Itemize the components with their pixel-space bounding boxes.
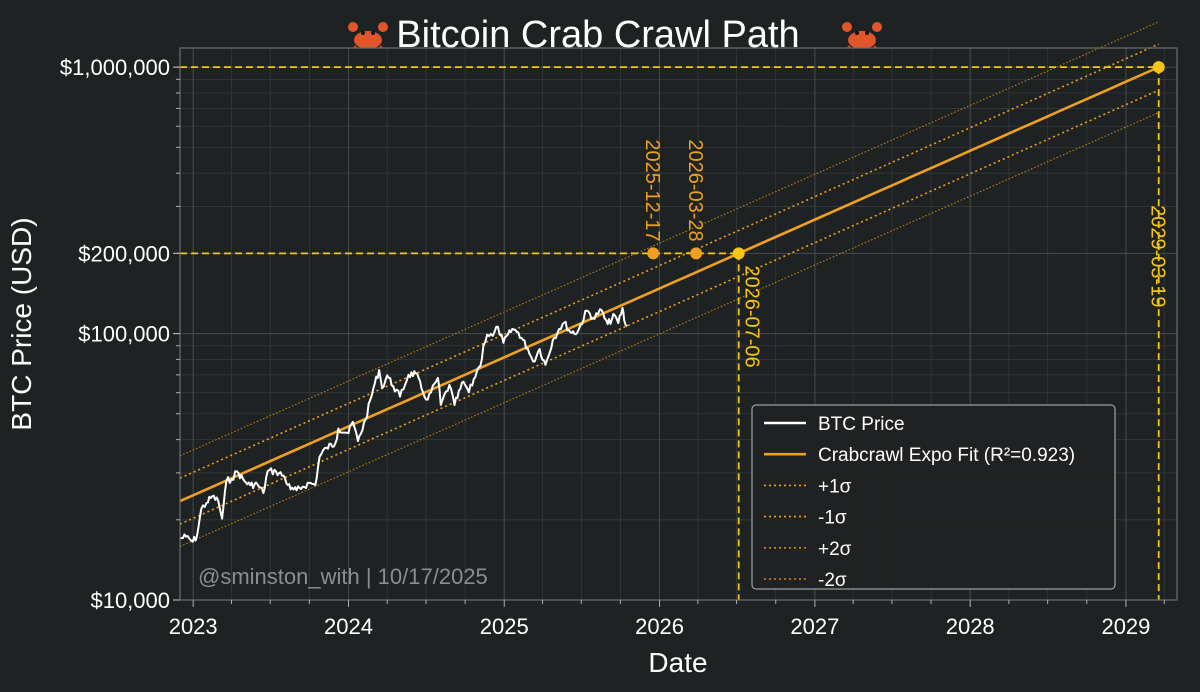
- marker-point: [1152, 61, 1165, 74]
- legend-label: +1σ: [818, 476, 852, 497]
- y-tick-label: $200,000: [78, 241, 170, 266]
- x-tick-label: 2025: [480, 614, 529, 639]
- legend-label: -2σ: [818, 570, 847, 591]
- crab-body: [848, 31, 876, 49]
- crab-eye: [855, 31, 859, 35]
- marker-date-label: 2026-03-28: [684, 139, 706, 241]
- crab-claw: [348, 22, 358, 32]
- crab-eye: [361, 31, 365, 35]
- x-tick-label: 2027: [790, 614, 839, 639]
- marker-date-label: 2025-12-17: [641, 139, 663, 241]
- marker-date-label: 2029-03-19: [1147, 205, 1169, 307]
- x-tick-label: 2024: [324, 614, 373, 639]
- watermark: @sminston_with | 10/17/2025: [198, 564, 488, 589]
- marker-date-label: 2026-07-06: [741, 265, 763, 367]
- crab-eye: [371, 31, 375, 35]
- y-axis: $10,000 $100,000 $200,000 $1,000,000: [60, 55, 180, 613]
- fit-line: [179, 66, 1160, 503]
- plot-frame: [179, 47, 1178, 601]
- btc-price-line: [179, 307, 628, 543]
- crab-body: [354, 31, 382, 49]
- crab-claw: [842, 22, 852, 32]
- legend-label: Crabcrawl Expo Fit (R²=0.923): [818, 445, 1075, 466]
- y-tick-label: $100,000: [78, 322, 170, 347]
- fit-line-path: [179, 66, 1160, 503]
- x-tick-label: 2023: [169, 614, 218, 639]
- series-layer: [179, 307, 628, 543]
- crab-claw: [378, 22, 388, 32]
- legend-label: +2σ: [818, 539, 852, 560]
- x-tick-label: 2029: [1101, 614, 1150, 639]
- x-tick-label: 2026: [635, 614, 684, 639]
- sigma-bands: [179, 21, 1160, 547]
- reference-lines: [180, 66, 1160, 600]
- marker-point: [732, 247, 745, 260]
- y-tick-label: $10,000: [90, 588, 170, 613]
- markers-layer: 2025-12-17 2026-03-28 2026-07-06 2029-03-19: [641, 61, 1169, 368]
- crab-claw: [872, 22, 882, 32]
- legend: BTC Price Crabcrawl Expo Fit (R²=0.923) +1…: [751, 404, 1116, 591]
- crab-eye: [865, 31, 869, 35]
- legend-box: [751, 404, 1116, 590]
- x-axis-label: Date: [648, 647, 707, 678]
- marker-point: [690, 247, 703, 260]
- sigma-band-plus1: [179, 43, 1160, 479]
- legend-label: BTC Price: [818, 414, 905, 435]
- x-tick-label: 2028: [946, 614, 995, 639]
- y-tick-label: $1,000,000: [60, 55, 170, 80]
- marker-point: [647, 247, 660, 260]
- legend-label: -1σ: [818, 508, 847, 529]
- x-axis: 2023 2024 2025 2026 2027 2028 2029: [169, 600, 1165, 639]
- sigma-band-minus1: [179, 89, 1160, 525]
- y-axis-label: BTC Price (USD): [6, 217, 37, 430]
